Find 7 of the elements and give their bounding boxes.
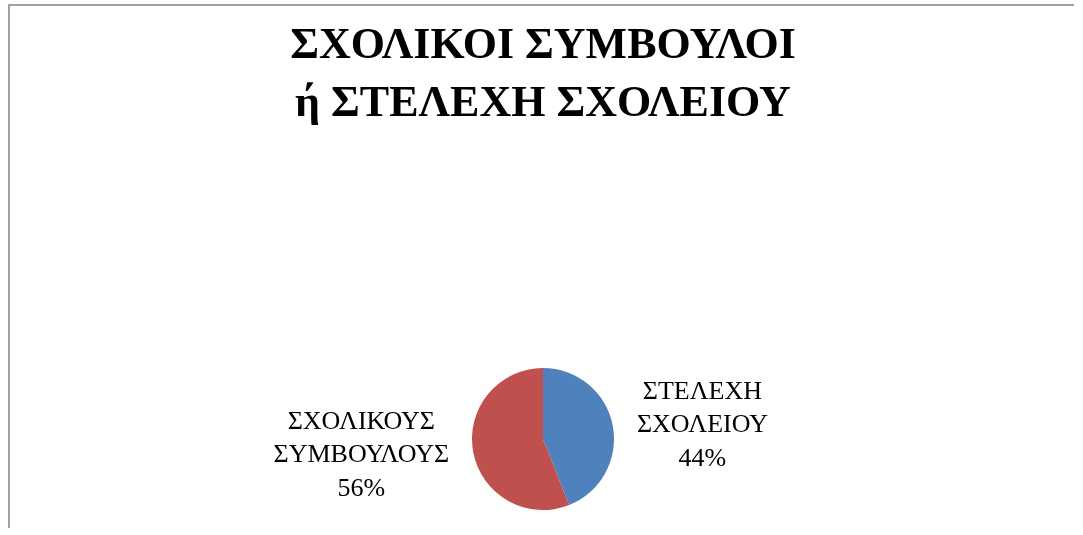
pie-slice [543, 368, 614, 506]
data-label: 56% [337, 473, 386, 503]
slice-label: ΣΧΟΛΙΚΟΥΣ ΣΥΜΒΟΥΛΟΥΣ [273, 405, 450, 469]
pie-slice [472, 368, 570, 510]
data-label: 44% [678, 443, 727, 473]
slice-label: ΣΤΕΛΕΧΗ ΣΧΟΛΕΙΟΥ [636, 375, 769, 439]
chart-title: ΣΧΟΛΙΚΟΙ ΣΥΜΒΟΥΛΟΙ ή ΣΤΕΛΕΧΗ ΣΧΟΛΕΙΟΥ [290, 19, 796, 126]
